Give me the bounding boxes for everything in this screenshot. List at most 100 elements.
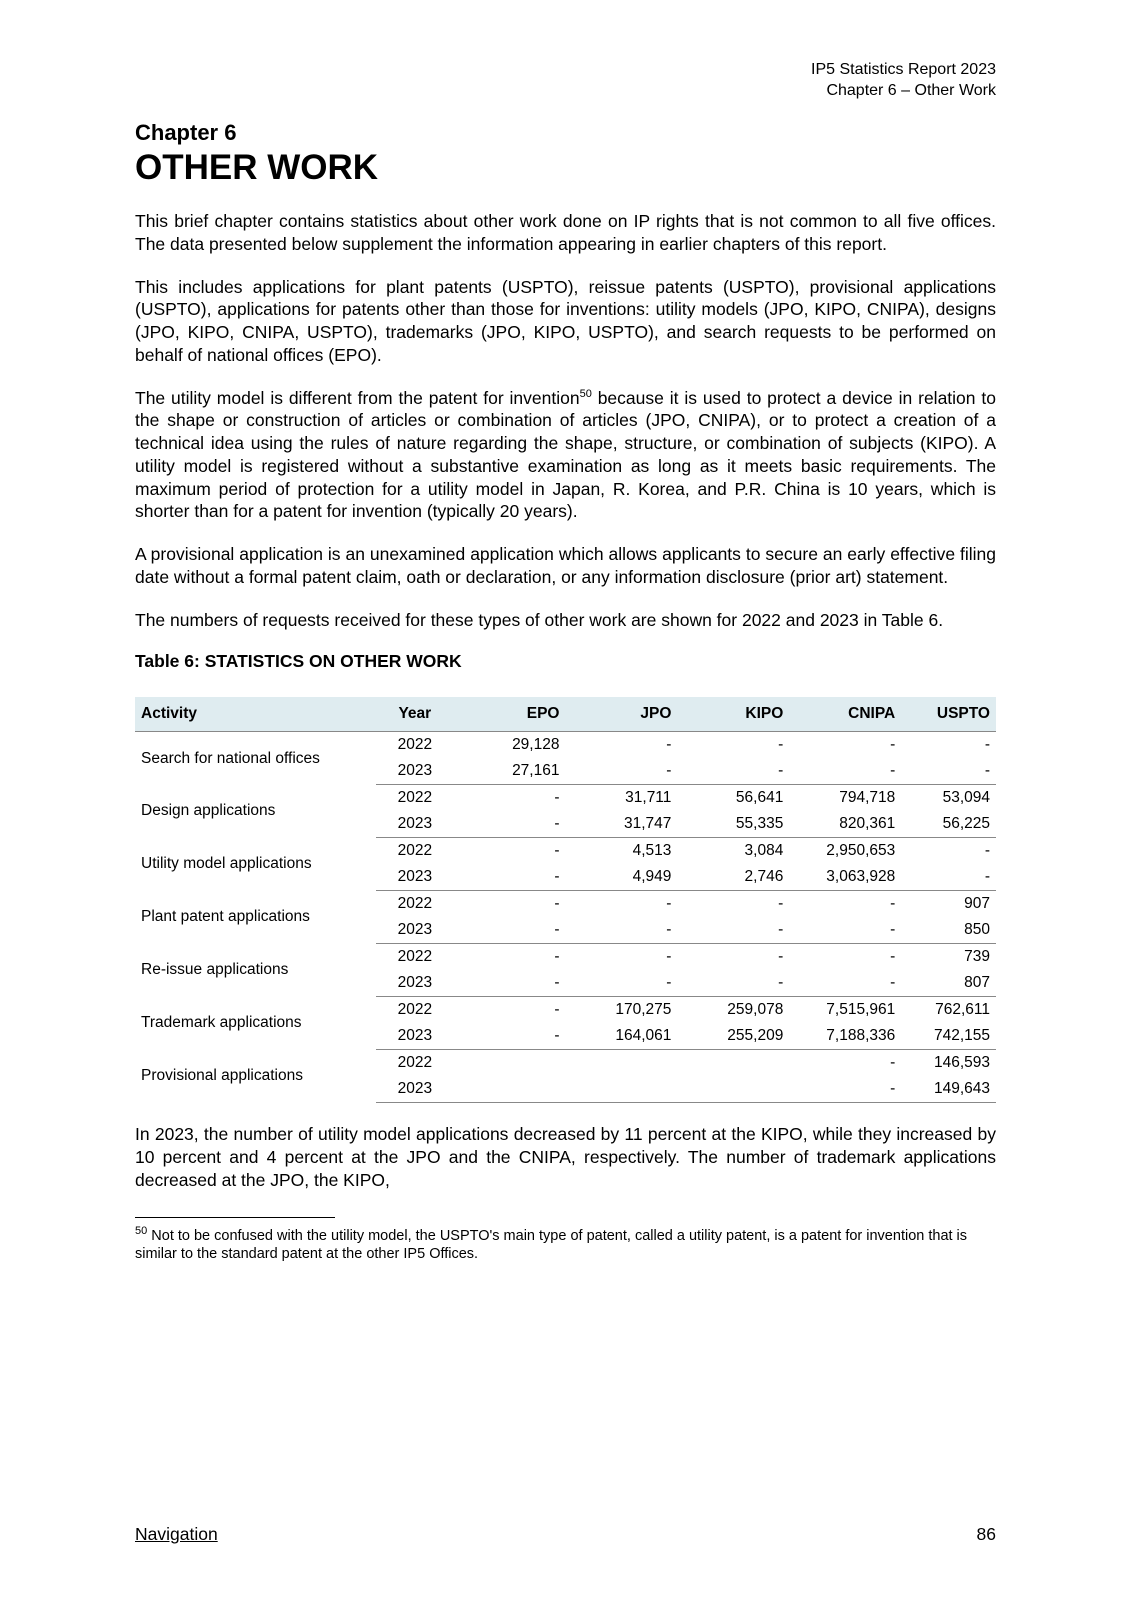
table-header-row: ActivityYearEPOJPOKIPOCNIPAUSPTO	[135, 697, 996, 732]
table-cell: -	[901, 758, 996, 785]
page-header: IP5 Statistics Report 2023 Chapter 6 – O…	[811, 60, 996, 102]
table-row: Provisional applications2022-146,593	[135, 1050, 996, 1077]
paragraph-3: The utility model is different from the …	[135, 387, 996, 524]
activity-cell: Re-issue applications	[135, 944, 376, 997]
table-cell: -	[454, 1023, 566, 1050]
table-cell: -	[454, 838, 566, 865]
table-cell: 259,078	[677, 997, 789, 1024]
footnote-number: 50	[135, 1225, 147, 1237]
table-column-header: Year	[376, 697, 453, 732]
table-cell: -	[677, 758, 789, 785]
table-cell: 2023	[376, 1023, 453, 1050]
paragraph-2: This includes applications for plant pat…	[135, 276, 996, 367]
table-cell: 2023	[376, 864, 453, 891]
table-cell: 146,593	[901, 1050, 996, 1077]
table-cell: 762,611	[901, 997, 996, 1024]
table-cell: 2022	[376, 997, 453, 1024]
activity-cell: Design applications	[135, 785, 376, 838]
table-cell: -	[454, 997, 566, 1024]
table-cell: 2022	[376, 891, 453, 918]
table-cell: 3,084	[677, 838, 789, 865]
table-cell: 2023	[376, 917, 453, 944]
table-cell: 56,225	[901, 811, 996, 838]
table-cell	[565, 1076, 677, 1103]
activity-cell: Provisional applications	[135, 1050, 376, 1103]
table-cell: 2022	[376, 785, 453, 812]
chapter-label: Chapter 6	[135, 120, 996, 146]
activity-cell: Utility model applications	[135, 838, 376, 891]
table-column-header: KIPO	[677, 697, 789, 732]
table-cell: -	[677, 970, 789, 997]
navigation-link[interactable]: Navigation	[135, 1524, 218, 1545]
table-cell: 31,711	[565, 785, 677, 812]
table-cell: 55,335	[677, 811, 789, 838]
table-cell: 2022	[376, 944, 453, 971]
table-cell: 807	[901, 970, 996, 997]
table-cell: -	[789, 758, 901, 785]
paragraph-5: The numbers of requests received for the…	[135, 609, 996, 632]
footnote-50: 50 Not to be confused with the utility m…	[135, 1224, 996, 1265]
activity-cell: Plant patent applications	[135, 891, 376, 944]
table-cell: -	[454, 811, 566, 838]
table-cell: 907	[901, 891, 996, 918]
table-column-header: EPO	[454, 697, 566, 732]
header-line-1: IP5 Statistics Report 2023	[811, 60, 996, 81]
paragraph-6: In 2023, the number of utility model app…	[135, 1123, 996, 1191]
table-cell	[677, 1076, 789, 1103]
table-cell: 149,643	[901, 1076, 996, 1103]
table-cell: 820,361	[789, 811, 901, 838]
chapter-title: OTHER WORK	[135, 148, 996, 188]
table-cell: -	[789, 944, 901, 971]
table-cell: 850	[901, 917, 996, 944]
table-cell: -	[565, 732, 677, 759]
table-cell: 170,275	[565, 997, 677, 1024]
header-line-2: Chapter 6 – Other Work	[811, 81, 996, 102]
table-column-header: JPO	[565, 697, 677, 732]
table-cell: -	[677, 944, 789, 971]
table-column-header: USPTO	[901, 697, 996, 732]
paragraph-1: This brief chapter contains statistics a…	[135, 210, 996, 256]
footnote-rule	[135, 1217, 335, 1218]
table-title: Table 6: STATISTICS ON OTHER WORK	[135, 651, 996, 672]
table-cell: 2,746	[677, 864, 789, 891]
table-cell: -	[454, 891, 566, 918]
table-cell: 2023	[376, 1076, 453, 1103]
table-cell: 3,063,928	[789, 864, 901, 891]
table-cell: 56,641	[677, 785, 789, 812]
paragraph-3-a: The utility model is different from the …	[135, 388, 580, 408]
table-cell: 53,094	[901, 785, 996, 812]
table-row: Utility model applications2022-4,5133,08…	[135, 838, 996, 865]
footnote-ref-50: 50	[580, 388, 592, 400]
page-number: 86	[977, 1524, 996, 1545]
table-cell: -	[454, 785, 566, 812]
table-cell: -	[454, 970, 566, 997]
table-cell: -	[677, 891, 789, 918]
table-row: Search for national offices202229,128---…	[135, 732, 996, 759]
table-cell: -	[565, 970, 677, 997]
table-cell: 4,513	[565, 838, 677, 865]
table-cell: -	[789, 917, 901, 944]
table-cell: -	[454, 864, 566, 891]
table-cell	[677, 1050, 789, 1077]
table-cell: -	[789, 732, 901, 759]
table-cell: 2022	[376, 1050, 453, 1077]
table-cell: -	[789, 1050, 901, 1077]
table-cell: -	[789, 1076, 901, 1103]
table-cell: -	[454, 917, 566, 944]
page-footer: Navigation 86	[135, 1524, 996, 1545]
table-cell: -	[789, 970, 901, 997]
table-cell: 2023	[376, 970, 453, 997]
table-cell: -	[565, 917, 677, 944]
table-column-header: Activity	[135, 697, 376, 732]
table-cell: 2,950,653	[789, 838, 901, 865]
table-cell: 255,209	[677, 1023, 789, 1050]
table-cell: 29,128	[454, 732, 566, 759]
statistics-table: ActivityYearEPOJPOKIPOCNIPAUSPTO Search …	[135, 697, 996, 1103]
table-cell: 7,188,336	[789, 1023, 901, 1050]
table-cell: 739	[901, 944, 996, 971]
table-row: Trademark applications2022-170,275259,07…	[135, 997, 996, 1024]
table-row: Design applications2022-31,71156,641794,…	[135, 785, 996, 812]
activity-cell: Trademark applications	[135, 997, 376, 1050]
table-column-header: CNIPA	[789, 697, 901, 732]
table-cell: 2022	[376, 732, 453, 759]
